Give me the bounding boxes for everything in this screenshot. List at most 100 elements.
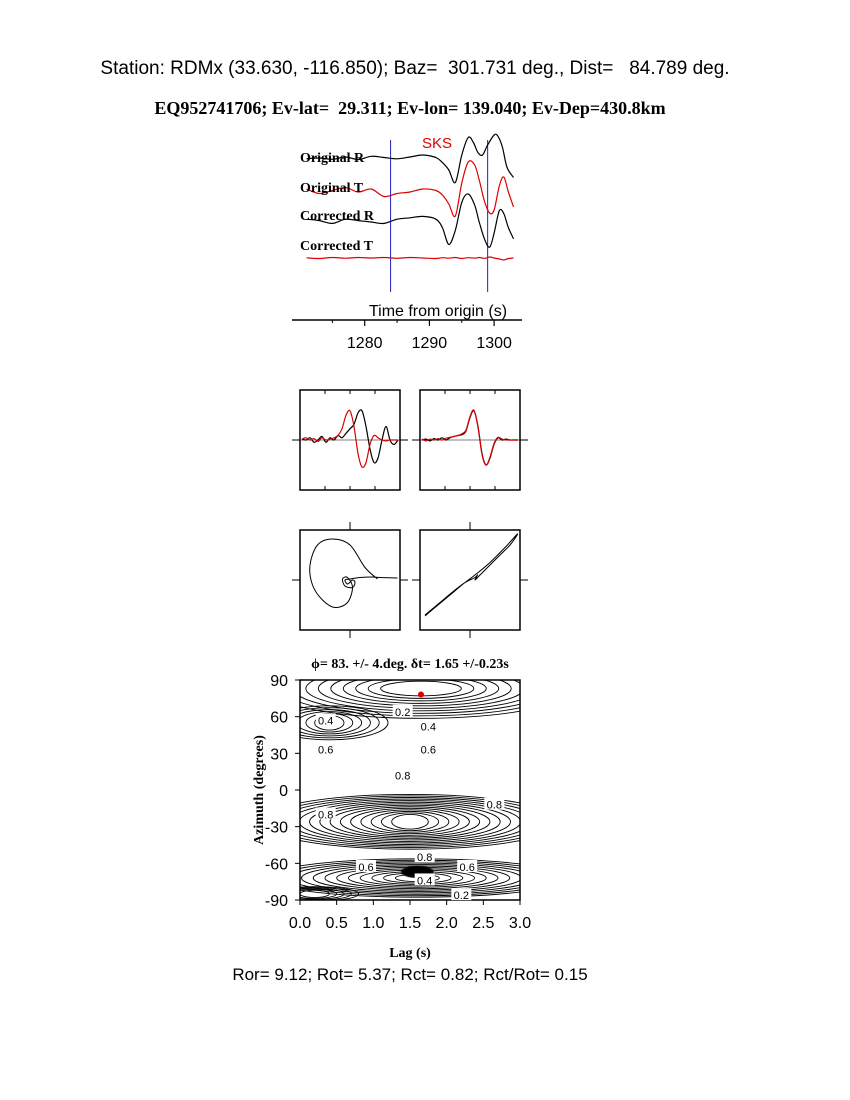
contour-line <box>301 862 520 894</box>
azimuth-tick-label: 30 <box>270 746 288 763</box>
contour-label: 0.4 <box>417 875 432 887</box>
lag-tick-label: 3.0 <box>509 915 531 932</box>
contour-line <box>355 680 487 702</box>
contour-label-bg <box>315 807 336 820</box>
original-waveform-radial <box>301 409 399 464</box>
contour-label-bg <box>414 873 435 886</box>
azimuth-tick-label: 90 <box>270 673 288 690</box>
contour-label: 0.2 <box>454 890 469 902</box>
trace-corrected-r <box>306 193 515 248</box>
contour-label-bg <box>457 860 478 872</box>
contour-line <box>300 889 330 899</box>
trace-original-r <box>306 133 515 184</box>
contour-line <box>300 795 520 849</box>
contour-label: 0.8 <box>395 770 410 782</box>
contour-line <box>350 807 470 836</box>
contour-label-bg <box>484 797 505 810</box>
seismogram-panel: SKS Original R Original T Corrected R Co… <box>292 133 522 352</box>
lag-tick-label: 1.5 <box>399 915 421 932</box>
contour-line <box>300 793 520 850</box>
contour-label: 0.8 <box>487 800 502 812</box>
azimuth-tick-label: 60 <box>270 710 288 727</box>
contour-line <box>300 706 520 719</box>
trace-label-original-t: Original T <box>300 181 364 196</box>
contour-label-bg <box>418 719 439 732</box>
contour-label: 0.2 <box>395 707 410 719</box>
contour-label: 0.6 <box>421 745 436 757</box>
azimuth-axis-title: Azimuth (degrees) <box>252 735 267 845</box>
contour-line <box>300 709 371 737</box>
contour-label-bg <box>315 742 336 755</box>
contour-label-bg <box>392 768 413 781</box>
contour-line <box>300 707 380 739</box>
contour-line <box>391 813 429 830</box>
contour-line <box>309 801 511 842</box>
contour-line <box>367 680 475 699</box>
original-waveform-transverse <box>301 409 398 469</box>
contour-line <box>300 797 520 847</box>
contour-label: 0.8 <box>417 852 432 864</box>
original-particle-motion <box>309 538 398 609</box>
contour-label: 0.8 <box>318 809 333 821</box>
contour-label: 0.6 <box>318 745 333 757</box>
corrected-waveform-transverse <box>421 409 518 466</box>
lag-tick-label: 2.0 <box>436 915 458 932</box>
azimuth-tick-label: 0 <box>279 783 288 800</box>
contour-line <box>360 809 460 835</box>
lag-axis-title: Lag (s) <box>389 946 431 961</box>
contour-label: 0.6 <box>358 862 373 874</box>
contour-label-bg <box>392 704 413 717</box>
azimuth-tick-label: -60 <box>265 856 288 873</box>
contour-line <box>319 803 501 841</box>
contour-line <box>312 864 520 892</box>
contour-label-bg <box>418 742 439 755</box>
trace-corrected-t <box>306 256 514 261</box>
sks-phase-label: SKS <box>422 135 452 152</box>
contour-line <box>342 680 500 704</box>
time-axis-title: Time from origin (s) <box>369 303 507 320</box>
energy-ratio-summary: Ror= 9.12; Rot= 5.37; Rct= 0.82; Rct/Rot… <box>232 965 588 984</box>
best-fit-marker <box>418 691 424 698</box>
trace-label-corrected-r: Corrected R <box>300 209 375 224</box>
waveform-comparison-panels <box>292 389 528 491</box>
azimuth-tick-label: -90 <box>265 893 288 910</box>
contour-label-bg <box>414 850 435 863</box>
lag-tick-label: 2.5 <box>472 915 494 932</box>
trace-label-original-r: Original R <box>300 151 365 166</box>
contour-line <box>317 680 520 709</box>
corrected-particle-motion <box>424 533 519 617</box>
contour-line <box>370 810 450 833</box>
azimuth-tick-label: -30 <box>265 820 288 837</box>
contour-line <box>300 701 520 717</box>
contour-label: 0.4 <box>421 721 436 733</box>
contour-line <box>300 886 360 900</box>
contour-line <box>300 680 520 714</box>
contour-label-bg <box>356 860 376 872</box>
contour-label-bg <box>315 713 336 726</box>
contour-line <box>300 888 338 899</box>
error-surface-panel: ϕ= 83. +/- 4.deg. δt= 1.65 +/-0.23s 0.4 0… <box>252 657 531 961</box>
time-tick-label: 1280 <box>347 335 383 352</box>
contour-line <box>339 806 481 838</box>
lag-tick-label: 1.0 <box>362 915 384 932</box>
time-tick-label: 1300 <box>476 335 512 352</box>
contour-label: 0.6 <box>460 862 475 874</box>
contour-line <box>330 680 512 707</box>
corrected-waveform-radial <box>421 409 518 466</box>
contour-line <box>300 887 352 900</box>
contour-line <box>300 800 520 844</box>
contour-line <box>300 711 363 735</box>
splitting-parameters-title: ϕ= 83. +/- 4.deg. δt= 1.65 +/-0.23s <box>311 657 509 672</box>
contour-label: 0.4 <box>318 715 333 727</box>
contour-line <box>329 804 491 839</box>
particle-motion-panels <box>292 522 528 638</box>
lag-tick-label: 0.0 <box>289 915 311 932</box>
contour-line <box>300 798 520 845</box>
trace-original-t <box>306 160 515 218</box>
time-tick-label: 1290 <box>412 335 448 352</box>
event-header: EQ952741706; Ev-lat= 29.311; Ev-lon= 139… <box>154 98 666 118</box>
contour-line <box>380 812 440 832</box>
contour-line <box>305 680 520 712</box>
trace-label-corrected-t: Corrected T <box>300 239 374 254</box>
